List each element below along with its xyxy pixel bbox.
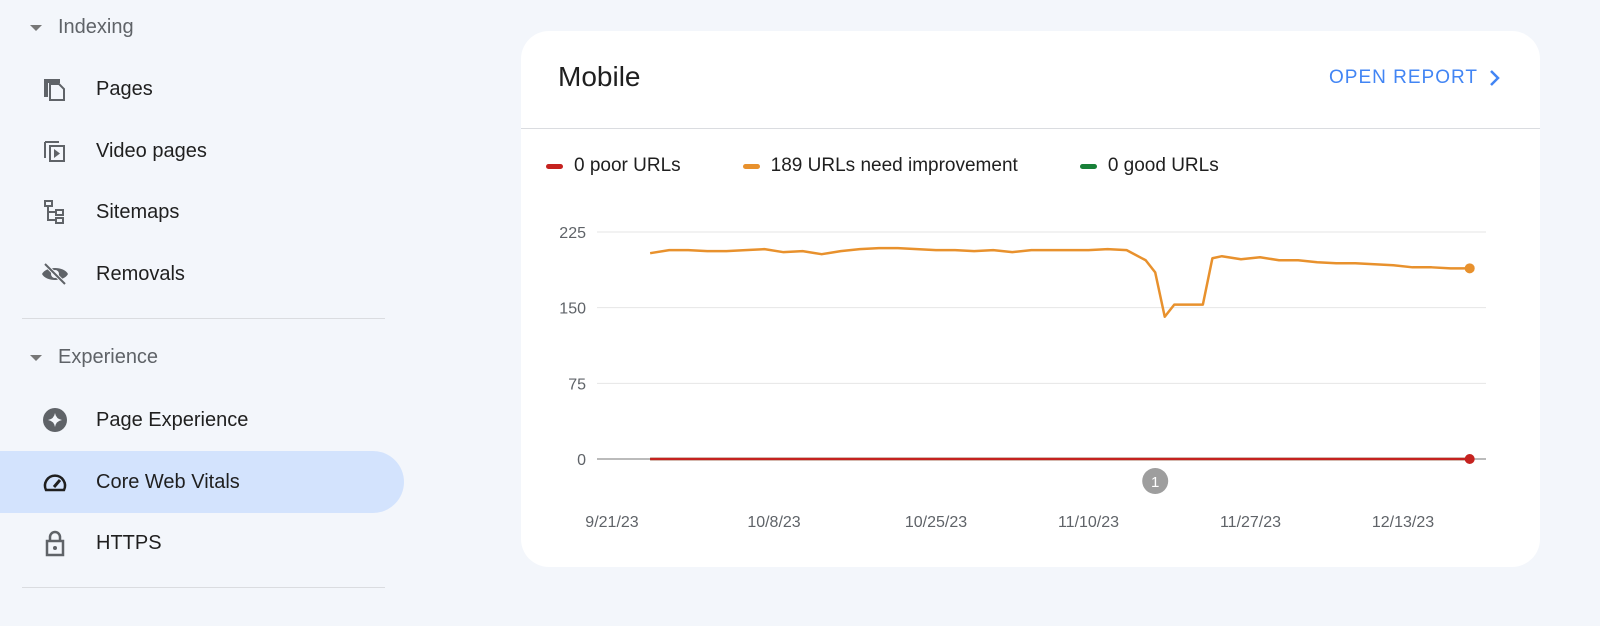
- x-tick-label: 12/13/23: [1372, 514, 1434, 531]
- legend-good[interactable]: 0 good URLs: [1079, 155, 1219, 177]
- sidebar-item-video-pages[interactable]: Video pages: [0, 120, 404, 182]
- series-need-improvement-line: [649, 246, 1470, 318]
- legend-need-improvement[interactable]: 189 URLs need improvement: [742, 155, 1018, 177]
- chevron-right-icon: [1490, 70, 1500, 86]
- divider: [521, 128, 1540, 129]
- sidebar-item-sitemaps[interactable]: Sitemaps: [0, 181, 404, 243]
- sidebar-item-https[interactable]: HTTPS: [0, 512, 404, 574]
- section-indexing[interactable]: Indexing: [30, 16, 134, 39]
- sidebar-item-removals[interactable]: Removals: [0, 243, 404, 305]
- divider: [22, 318, 385, 319]
- y-tick-label: 0: [577, 452, 586, 469]
- speedometer-icon: [43, 474, 67, 492]
- annotation-marker[interactable]: [1142, 468, 1169, 494]
- section-experience[interactable]: Experience: [30, 346, 158, 369]
- endpoint-marker: [1464, 454, 1475, 464]
- legend-swatch: [1079, 163, 1097, 169]
- y-tick-label: 75: [568, 376, 586, 393]
- x-tick-label: 10/8/23: [747, 514, 800, 531]
- open-report-button[interactable]: OPEN REPORT: [1329, 67, 1500, 89]
- x-tick-label: 11/10/23: [1058, 514, 1119, 531]
- sidebar-item-pages[interactable]: Pages: [0, 58, 404, 120]
- x-tick-label: 9/21/23: [585, 514, 638, 531]
- collapse-triangle-icon: [30, 354, 42, 361]
- card-title: Mobile: [558, 61, 641, 92]
- mobile-card: Mobile OPEN REPORT 0 poor URLs 189 URLs …: [521, 31, 1540, 567]
- chart-legend: 0 poor URLs 189 URLs need improvement 0 …: [546, 155, 1281, 177]
- y-tick-label: 150: [559, 301, 586, 318]
- legend-swatch: [546, 163, 563, 169]
- sidebar-item-core-web-vitals[interactable]: Core Web Vitals: [0, 451, 404, 513]
- collapse-triangle-icon: [30, 24, 42, 31]
- y-tick-label: 225: [559, 225, 586, 242]
- lock-icon: [45, 530, 65, 557]
- legend-poor[interactable]: 0 poor URLs: [546, 155, 681, 177]
- x-tick-label: 11/27/23: [1220, 514, 1281, 531]
- sitemap-icon: [44, 200, 64, 224]
- x-tick-label: 10/25/23: [905, 514, 967, 531]
- sparkle-icon: [43, 408, 67, 432]
- sidebar-item-page-experience[interactable]: Page Experience: [0, 389, 404, 451]
- endpoint-marker: [1464, 263, 1475, 274]
- pages-icon: [44, 79, 65, 101]
- divider: [22, 587, 385, 588]
- annotation-label: 1: [1151, 474, 1159, 491]
- legend-swatch: [742, 163, 760, 169]
- eye-off-icon: [42, 262, 68, 286]
- video-pages-icon: [44, 141, 65, 162]
